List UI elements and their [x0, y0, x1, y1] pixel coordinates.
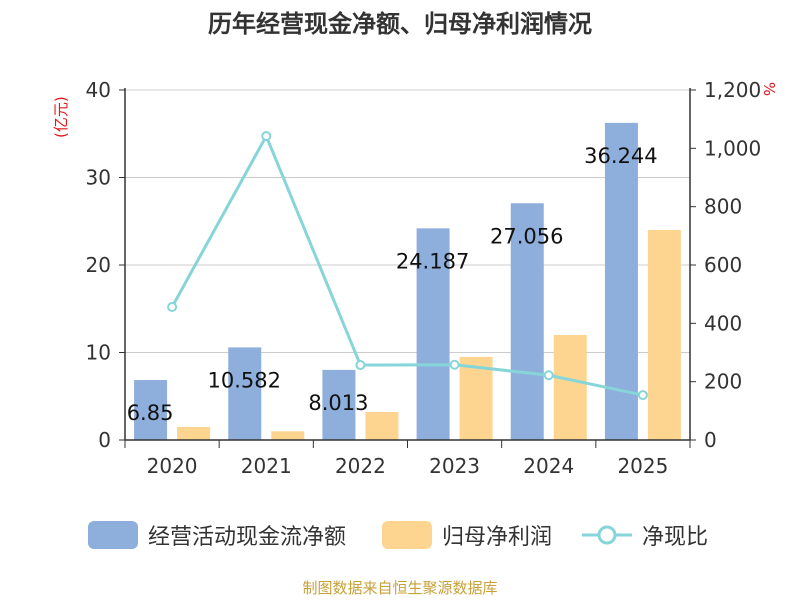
x-tick-label: 2021 — [241, 454, 292, 478]
right-tick-label: 400 — [704, 311, 742, 335]
bar-cash-flow — [228, 347, 262, 440]
point-ratio — [543, 370, 554, 381]
right-axis-unit: % — [760, 81, 779, 97]
bar-cash-flow — [416, 228, 450, 440]
x-tick-label: 2025 — [617, 454, 668, 478]
data-label-cash-flow: 6.85 — [127, 401, 174, 425]
legend-item-ratio[interactable]: 净现比 — [582, 518, 708, 552]
right-tick-label: 0 — [704, 428, 717, 452]
legend-label-ratio: 净现比 — [642, 525, 709, 550]
bar-cash-flow — [510, 203, 544, 440]
bar-net-profit — [271, 431, 305, 440]
left-tick-label: 40 — [86, 78, 111, 102]
left-axis-unit: (亿元) — [52, 96, 70, 138]
point-ratio — [449, 359, 460, 370]
x-tick-label: 2023 — [429, 454, 480, 478]
line-ratio — [170, 132, 644, 397]
x-tick-label: 2020 — [147, 454, 198, 478]
data-label-cash-flow: 24.187 — [396, 249, 469, 273]
x-tick-label: 2024 — [523, 454, 574, 478]
legend-label-cash-flow: 经营活动现金流净额 — [148, 525, 347, 550]
right-tick-label: 800 — [704, 195, 742, 219]
bar-cash-flow — [322, 369, 356, 440]
right-tick-label: 200 — [704, 370, 742, 394]
bar-net-profit — [177, 426, 211, 440]
right-tick-label: 1,200 — [704, 78, 761, 102]
bar-net-profit — [647, 230, 681, 440]
data-label-cash-flow: 27.056 — [490, 224, 563, 248]
legend-swatch-cash-flow — [88, 521, 138, 549]
legend-item-cash-flow[interactable]: 经营活动现金流净额 — [88, 518, 346, 552]
data-label-cash-flow: 8.013 — [308, 391, 368, 415]
point-ratio — [261, 131, 272, 142]
point-ratio — [355, 360, 366, 371]
legend-label-net-profit: 归母净利润 — [442, 525, 553, 550]
chart-title: 历年经营现金净额、归母净利润情况 — [208, 10, 592, 38]
left-tick-label: 10 — [86, 341, 111, 365]
bar-net-profit — [553, 335, 587, 440]
left-tick-label: 30 — [86, 166, 111, 190]
bar-net-profit — [459, 356, 493, 440]
right-tick-label: 600 — [704, 253, 742, 277]
bar-net-profit — [365, 412, 399, 440]
data-label-cash-flow: 36.244 — [584, 144, 657, 168]
bar-cash-flow — [134, 380, 168, 440]
legend: 经营活动现金流净额 归母净利润 净现比 — [0, 518, 800, 552]
point-ratio — [167, 302, 178, 312]
legend-item-net-profit[interactable]: 归母净利润 — [382, 518, 552, 552]
right-tick-label: 1,000 — [704, 136, 761, 160]
x-tick-label: 2022 — [335, 454, 386, 478]
legend-swatch-net-profit — [382, 521, 432, 549]
legend-line-marker — [582, 525, 632, 545]
source-note: 制图数据来自恒生聚源数据库 — [302, 579, 498, 597]
left-tick-label: 20 — [86, 253, 111, 277]
left-tick-label: 0 — [98, 428, 111, 452]
point-ratio — [637, 390, 648, 401]
data-label-cash-flow: 10.582 — [208, 368, 281, 392]
